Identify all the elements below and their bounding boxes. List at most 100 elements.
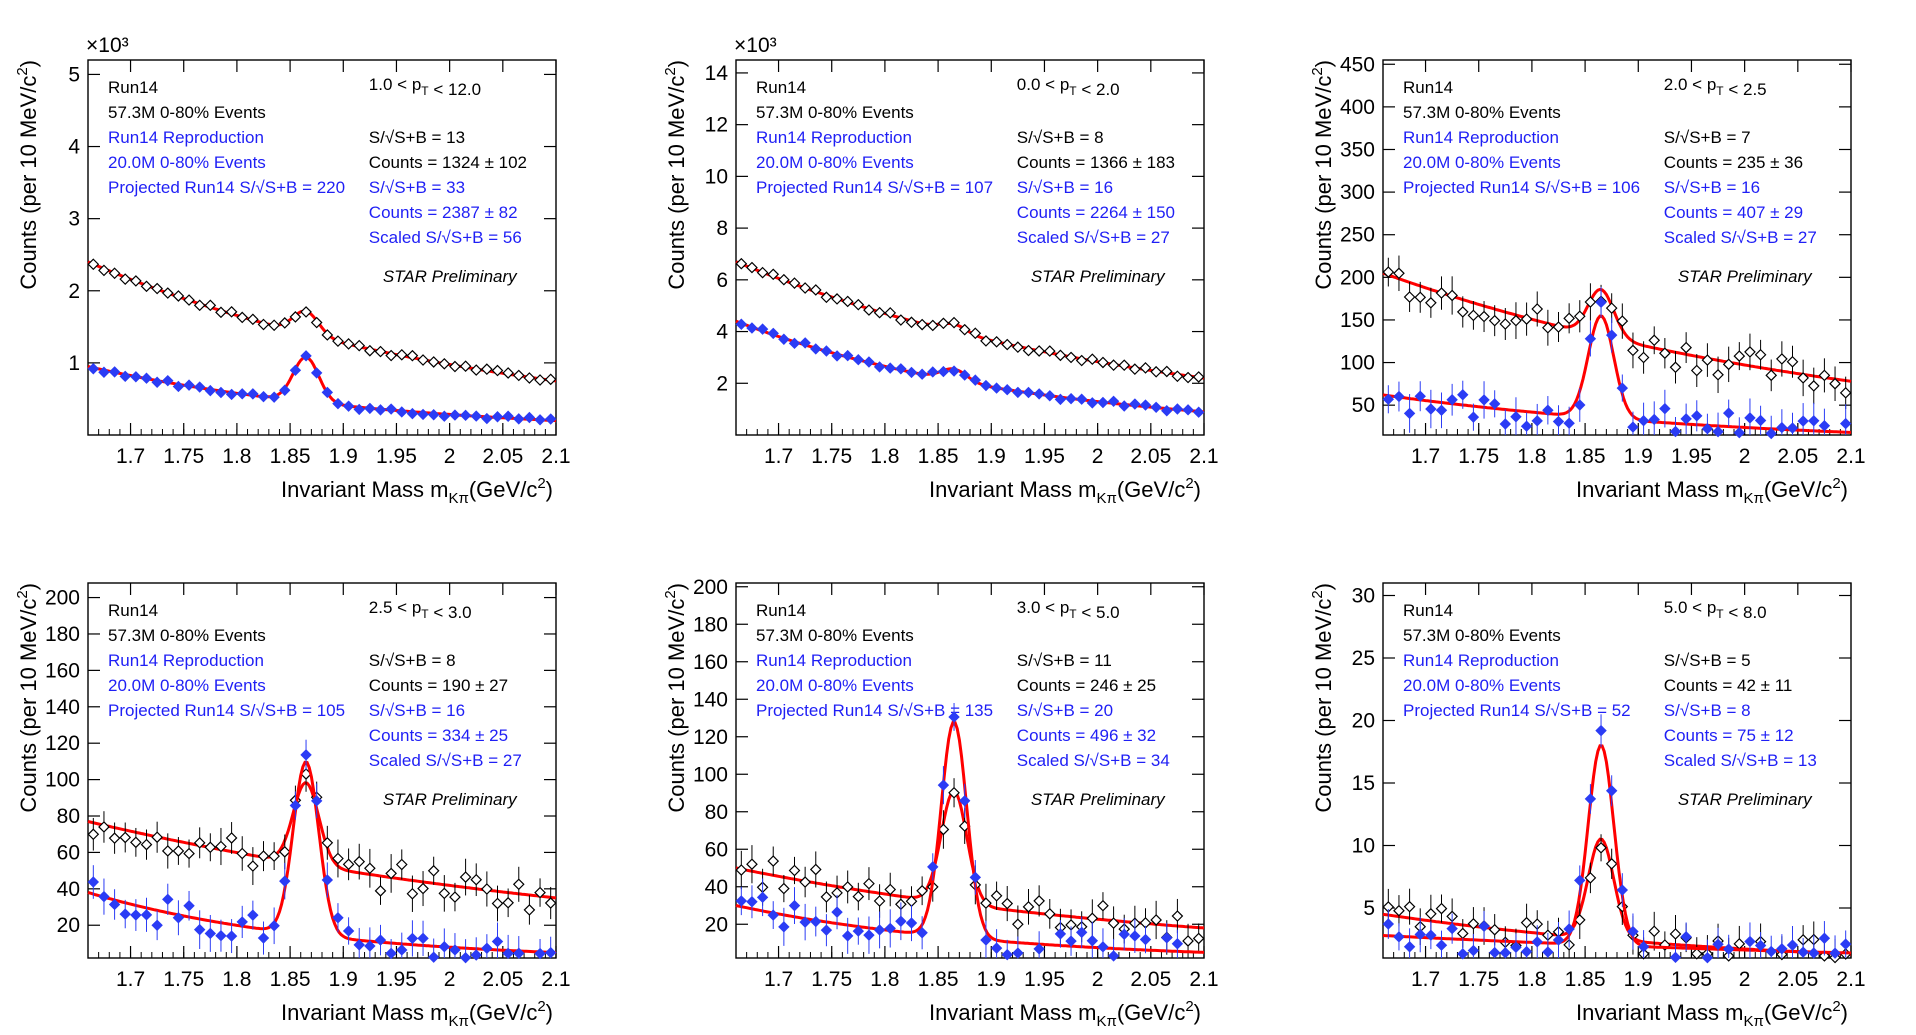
y-tick-label: 200 xyxy=(1340,266,1375,289)
data-point-open xyxy=(108,832,121,844)
data-point-filled xyxy=(1754,414,1767,427)
data-point-open xyxy=(491,364,504,377)
y-tick-label: 250 xyxy=(1340,224,1375,247)
data-point-open xyxy=(161,287,174,299)
star-preliminary-label: STAR Preliminary xyxy=(1678,267,1813,286)
info-left-line: Run14 xyxy=(108,601,158,620)
data-point-filled xyxy=(98,890,110,903)
data-point-open xyxy=(427,356,440,368)
y-tick-label: 450 xyxy=(1340,53,1375,76)
data-point-open xyxy=(1786,355,1799,368)
data-point-filled xyxy=(1776,421,1788,434)
x-tick-label: 1.75 xyxy=(811,445,852,468)
info-right-blue-line: S/√S+B = 16 xyxy=(1664,178,1760,197)
data-point-filled xyxy=(236,388,248,400)
x-tick-label: 2.05 xyxy=(1130,968,1171,991)
data-point-filled xyxy=(87,363,100,375)
data-point-open xyxy=(417,354,429,366)
y-exponent: ×10³ xyxy=(86,34,129,57)
data-point-open xyxy=(172,845,185,857)
fit-curve xyxy=(1382,271,1852,383)
y-tick-label: 30 xyxy=(1352,585,1375,608)
data-point-filled xyxy=(1488,398,1501,410)
data-point-open xyxy=(1393,267,1405,280)
data-point-filled xyxy=(767,909,779,921)
x-tick-label: 2.1 xyxy=(541,445,570,468)
data-point-open xyxy=(1637,351,1650,364)
data-point-open xyxy=(1160,365,1173,378)
data-point-open xyxy=(183,847,195,860)
info-left-blue-line: 20.0M 0-80% Events xyxy=(1403,676,1561,695)
data-point-filled xyxy=(300,350,312,362)
data-point-open xyxy=(342,858,355,871)
data-point-open xyxy=(1118,359,1131,372)
data-point-filled xyxy=(247,909,259,921)
x-axis-title: Invariant Mass mKπ(GeV/c2) xyxy=(929,475,1201,507)
data-point-open xyxy=(395,858,408,871)
x-tick-label: 1.7 xyxy=(764,968,793,991)
data-point-filled xyxy=(1722,943,1735,955)
data-point-open xyxy=(544,897,557,909)
data-point-open xyxy=(502,896,514,909)
data-point-filled xyxy=(406,932,419,945)
data-point-filled xyxy=(1616,884,1629,896)
data-point-open xyxy=(225,832,238,844)
data-point-filled xyxy=(1765,427,1777,440)
star-preliminary-label: STAR Preliminary xyxy=(1031,267,1166,286)
data-point-filled xyxy=(810,343,822,355)
info-right-line: S/√S+B = 13 xyxy=(369,128,465,147)
info-right-blue-line: Counts = 75 ± 12 xyxy=(1664,726,1794,745)
data-point-filled xyxy=(321,386,334,399)
data-point-filled xyxy=(438,941,451,953)
info-right-blue-line: Counts = 2387 ± 82 xyxy=(369,203,518,222)
data-point-filled xyxy=(1499,947,1512,959)
data-point-filled xyxy=(108,898,121,911)
x-tick-label: 2.1 xyxy=(1836,968,1865,991)
data-point-open xyxy=(746,858,758,871)
data-point-open xyxy=(534,886,546,899)
data-point-open xyxy=(1542,321,1554,334)
data-point-filled xyxy=(799,337,811,349)
x-tick-label: 1.75 xyxy=(1458,968,1499,991)
data-point-open xyxy=(1393,904,1405,917)
x-tick-label: 2 xyxy=(1092,445,1104,468)
data-point-open xyxy=(916,318,928,331)
x-tick-label: 1.9 xyxy=(1624,968,1653,991)
data-point-filled xyxy=(958,369,971,381)
data-point-open xyxy=(1107,917,1120,929)
data-point-open xyxy=(778,273,790,286)
data-point-filled xyxy=(1161,932,1173,944)
y-tick-label: 1 xyxy=(68,352,80,375)
data-point-filled xyxy=(1192,406,1205,418)
x-tick-label: 2 xyxy=(1739,445,1751,468)
data-point-open xyxy=(491,897,504,910)
data-point-open xyxy=(1033,345,1045,357)
y-tick-label: 60 xyxy=(705,838,728,861)
data-point-filled xyxy=(544,413,557,425)
data-point-open xyxy=(809,863,822,876)
x-tick-label: 1.95 xyxy=(1024,445,1065,468)
data-point-filled xyxy=(534,947,546,960)
panel-3: 1.7 1.75 1.8 1.85 1.9 1.95 2 2.05 2.1 50 100 150 200… xyxy=(1309,53,1866,507)
data-point-open xyxy=(841,295,854,308)
y-tick-label: 14 xyxy=(705,62,729,85)
data-point-open xyxy=(1456,927,1469,940)
data-point-filled xyxy=(1044,390,1056,402)
data-point-filled xyxy=(884,362,896,374)
info-right-line: Counts = 1366 ± 183 xyxy=(1017,153,1175,172)
pt-range-label: 3.0 < pT < 5.0 xyxy=(1017,598,1120,622)
data-point-filled xyxy=(1754,939,1767,952)
data-point-open xyxy=(459,360,472,373)
info-right-line: Counts = 1324 ± 102 xyxy=(369,153,527,172)
data-point-open xyxy=(385,867,397,880)
info-right-line: S/√S+B = 11 xyxy=(1017,651,1112,670)
data-point-open xyxy=(395,348,408,361)
info-right-blue-line: S/√S+B = 20 xyxy=(1017,701,1113,720)
data-point-filled xyxy=(1637,940,1650,953)
x-tick-label: 1.8 xyxy=(1517,445,1546,468)
panel-4: 1.7 1.75 1.8 1.85 1.9 1.95 2 2.05 2.1 20 40 60 80 100… xyxy=(14,582,571,1030)
data-point-filled xyxy=(130,909,142,921)
data-point-open xyxy=(1839,386,1852,399)
data-point-filled xyxy=(884,922,896,935)
data-point-open xyxy=(1818,369,1831,382)
